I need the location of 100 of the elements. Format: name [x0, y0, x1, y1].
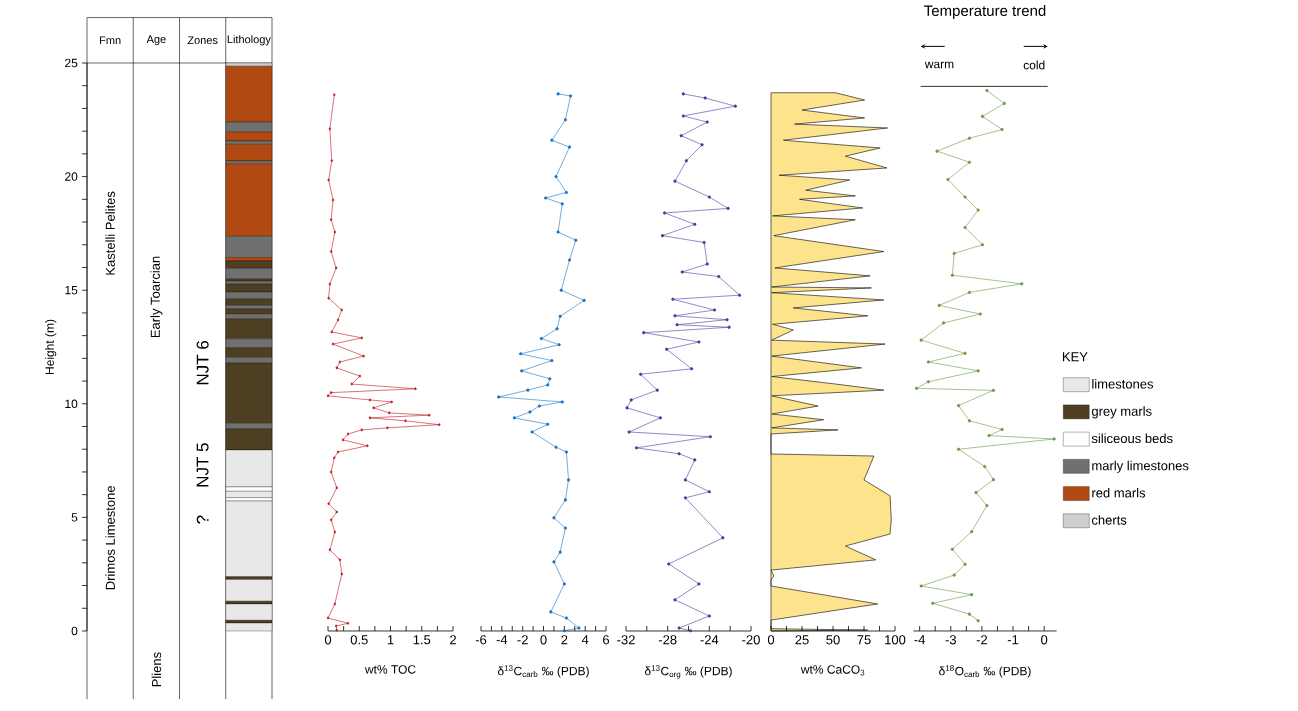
- point: [705, 262, 709, 266]
- point: [671, 297, 675, 301]
- point: [539, 336, 544, 341]
- point: [919, 338, 923, 342]
- point: [559, 288, 563, 292]
- point: [705, 120, 709, 124]
- point: [956, 447, 961, 451]
- point: [950, 547, 954, 551]
- point: [557, 343, 561, 347]
- point: [512, 416, 516, 420]
- x-tick-label: 6: [603, 635, 610, 645]
- annotation: Early Toarcian: [150, 256, 163, 338]
- point: [935, 149, 939, 153]
- point: [558, 314, 562, 318]
- point: [550, 359, 554, 363]
- point: [634, 446, 639, 450]
- point: [582, 298, 586, 303]
- point: [556, 230, 560, 234]
- x-tick-label: -2: [517, 635, 528, 645]
- point: [985, 503, 989, 508]
- x-tick-label: 2: [450, 635, 456, 645]
- x-tick-label: 0: [767, 635, 775, 645]
- point: [976, 369, 980, 373]
- point: [562, 582, 566, 586]
- x-tick-label: -2: [976, 635, 988, 645]
- point: [690, 367, 694, 371]
- point: [703, 96, 707, 100]
- x-axis-title: wt% CaCO$_{3}$: [800, 665, 865, 676]
- annotation: Drimos Limestone: [105, 486, 115, 590]
- point: [914, 386, 919, 390]
- x-tick-label: 0: [1041, 635, 1048, 645]
- point: [563, 118, 567, 122]
- point: [667, 562, 671, 566]
- x-tick-label: 4: [581, 635, 589, 645]
- x-tick-label: -28: [658, 635, 677, 645]
- point: [956, 404, 961, 408]
- point: [693, 222, 697, 226]
- point: [688, 629, 693, 633]
- point: [554, 174, 558, 179]
- x-tick-label: -20: [742, 635, 760, 645]
- point: [526, 388, 530, 392]
- point: [1000, 127, 1004, 132]
- point: [638, 372, 643, 376]
- x-axis-title: δ$^{13}$C$_{carb}$ ‰ (PDB): [497, 665, 589, 678]
- point: [1020, 282, 1024, 286]
- point: [967, 290, 972, 295]
- y-tick-label: 20: [65, 172, 78, 181]
- legend-label: grey marls: [1091, 406, 1152, 419]
- point: [727, 325, 731, 329]
- point: [673, 314, 677, 318]
- x-axis-title: δ$^{18}$O$_{carb}$ ‰ (PDB): [939, 665, 1031, 678]
- legend-label: marly limestones: [1092, 460, 1189, 473]
- point: [919, 584, 923, 588]
- point: [693, 458, 697, 462]
- point: [546, 422, 550, 426]
- point: [567, 145, 572, 149]
- y-tick-label: 25: [65, 58, 78, 68]
- x-tick-label: -3: [945, 635, 956, 645]
- x-tick-label: Age: [146, 35, 166, 46]
- point: [725, 318, 729, 322]
- point: [978, 312, 982, 316]
- point: [970, 530, 974, 534]
- point: [665, 347, 669, 351]
- point: [537, 404, 541, 408]
- point: [726, 206, 730, 210]
- x-tick-label: 50: [826, 635, 840, 645]
- chart-title: Temperature trend: [924, 5, 1046, 19]
- x-tick-label: -32: [617, 635, 635, 645]
- point: [1002, 101, 1006, 106]
- point: [974, 491, 978, 495]
- point: [546, 383, 550, 387]
- point: [658, 416, 662, 420]
- point: [700, 143, 704, 147]
- point: [530, 430, 534, 434]
- point: [684, 159, 689, 163]
- point: [679, 134, 683, 138]
- point: [562, 629, 566, 633]
- x-tick-label: -4: [496, 635, 508, 645]
- point: [926, 380, 930, 384]
- point: [677, 626, 681, 630]
- point: [548, 377, 552, 381]
- point: [554, 445, 558, 449]
- point: [952, 251, 956, 255]
- x-tick-label: 1.5: [413, 635, 431, 645]
- point: [950, 273, 954, 277]
- x-tick-label: -1: [1007, 635, 1019, 645]
- point: [983, 464, 987, 469]
- x-tick-label: 25: [795, 635, 809, 645]
- y-tick-label: 0: [71, 626, 78, 636]
- point: [991, 478, 996, 482]
- point: [683, 478, 687, 482]
- point: [520, 369, 524, 373]
- point: [967, 136, 972, 140]
- point: [544, 196, 548, 200]
- x-tick-label: Lithology: [227, 35, 271, 46]
- x-tick-label: 75: [857, 635, 871, 645]
- x-tick-label: Fmn: [100, 36, 121, 45]
- point: [967, 160, 972, 164]
- point: [655, 388, 659, 392]
- point: [552, 516, 556, 520]
